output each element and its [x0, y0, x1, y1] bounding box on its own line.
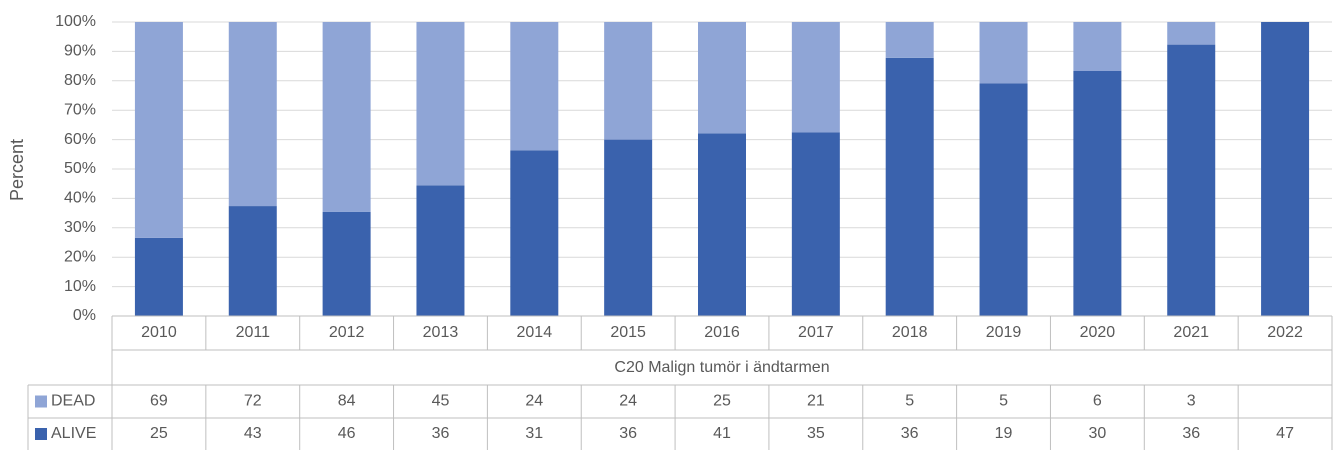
- bar-segment: [1073, 22, 1122, 71]
- bar-segment: [322, 211, 371, 316]
- y-tick-label: 100%: [55, 13, 96, 30]
- table-cell: 45: [432, 393, 450, 410]
- legend-key: [35, 428, 47, 440]
- bar-segment: [604, 22, 653, 140]
- bar-segment: [885, 22, 934, 58]
- x-tick-label: 2017: [798, 324, 834, 341]
- y-tick-label: 10%: [64, 278, 96, 295]
- table-cell: 25: [150, 425, 168, 442]
- x-tick-label: 2010: [141, 324, 177, 341]
- y-tick-label: 0%: [73, 307, 96, 324]
- bar-segment: [979, 22, 1028, 84]
- bar-segment: [134, 237, 183, 316]
- table-cell: 46: [338, 425, 356, 442]
- bar-segment: [604, 139, 653, 316]
- bar-segment: [791, 132, 840, 316]
- table-cell: 25: [713, 393, 731, 410]
- bar-segment: [698, 22, 746, 134]
- x-tick-label: 2021: [1173, 324, 1209, 341]
- table-cell: 69: [150, 393, 168, 410]
- table-cell: 35: [807, 425, 825, 442]
- table-cell: 36: [901, 425, 919, 442]
- x-group-label: C20 Malign tumör i ändtarmen: [614, 359, 829, 376]
- bar-segment: [228, 22, 277, 207]
- legend-key: [35, 395, 47, 408]
- bar-segment: [1073, 71, 1122, 316]
- table-cell: 36: [1182, 425, 1200, 442]
- bar-segment: [322, 22, 371, 212]
- bar-segment: [1167, 22, 1216, 45]
- table-cell: 19: [995, 425, 1013, 442]
- table-cell: 30: [1088, 425, 1106, 442]
- bar-segment: [510, 22, 559, 151]
- legend-label: ALIVE: [51, 425, 96, 442]
- table-cell: 3: [1187, 393, 1196, 410]
- x-tick-label: 2015: [610, 324, 646, 341]
- x-tick-label: 2016: [704, 324, 740, 341]
- x-tick-label: 2020: [1080, 324, 1116, 341]
- table-cell: 21: [807, 393, 825, 410]
- x-tick-label: 2011: [236, 324, 271, 341]
- table-cell: 43: [244, 425, 262, 442]
- y-tick-label: 40%: [64, 190, 96, 207]
- bar-segment: [134, 22, 183, 238]
- y-tick-label: 70%: [64, 101, 96, 118]
- x-tick-label: 2018: [892, 324, 928, 341]
- bar-segment: [791, 22, 840, 133]
- table-cell: 24: [525, 393, 543, 410]
- table-cell: 72: [244, 393, 262, 410]
- legend-label: DEAD: [51, 393, 95, 410]
- x-tick-label: 2013: [423, 324, 459, 341]
- table-cell: 36: [619, 425, 637, 442]
- y-tick-label: 30%: [64, 219, 96, 236]
- x-tick-label: 2019: [986, 324, 1022, 341]
- table-cell: 84: [338, 393, 356, 410]
- y-axis-label: Percent: [7, 139, 27, 201]
- y-tick-label: 20%: [64, 248, 96, 265]
- table-cell: 36: [432, 425, 450, 442]
- y-tick-label: 80%: [64, 72, 96, 89]
- bar-segment: [698, 133, 746, 316]
- table-cell: 41: [713, 425, 731, 442]
- table-cell: 24: [619, 393, 637, 410]
- bar-segment: [416, 185, 465, 316]
- x-tick-label: 2022: [1267, 324, 1303, 341]
- y-tick-label: 50%: [64, 160, 96, 177]
- table-cell: 5: [999, 393, 1008, 410]
- x-tick-label: 2012: [329, 324, 365, 341]
- bar-segment: [979, 83, 1028, 316]
- y-tick-label: 60%: [64, 131, 96, 148]
- bar-segment: [510, 150, 559, 316]
- bar-segment: [1261, 22, 1310, 316]
- table-cell: 5: [905, 393, 914, 410]
- x-tick-label: 2014: [517, 324, 553, 341]
- table-cell: 47: [1276, 425, 1294, 442]
- bar-segment: [1167, 44, 1216, 316]
- table-cell: 6: [1093, 393, 1102, 410]
- bar-segment: [416, 22, 465, 186]
- table-cell: 31: [525, 425, 543, 442]
- y-tick-label: 90%: [64, 43, 96, 60]
- bar-segment: [228, 206, 277, 316]
- bar-segment: [885, 57, 934, 316]
